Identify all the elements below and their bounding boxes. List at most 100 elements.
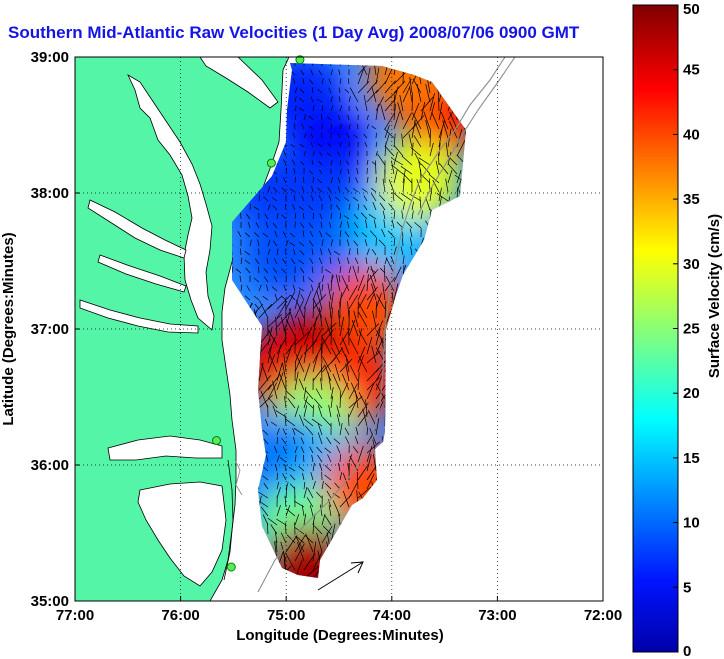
- vector-294: [445, 142, 449, 157]
- vector-819: [312, 316, 317, 337]
- vector-94: [344, 88, 350, 94]
- north-arrow: [317, 561, 364, 591]
- vector-1035: [304, 399, 314, 409]
- vector-523: [319, 230, 323, 238]
- vector-799: [371, 310, 377, 328]
- vector-422: [378, 194, 386, 202]
- vector-37: [318, 70, 323, 76]
- vector-303: [283, 159, 287, 166]
- vector-223: [292, 132, 296, 139]
- vector-531: [387, 230, 395, 238]
- vector-568: [240, 248, 242, 256]
- station-marker-2: [212, 436, 222, 446]
- vector-546: [285, 239, 289, 247]
- vector-343: [392, 165, 404, 175]
- vector-1257: [366, 465, 377, 481]
- vector-988: [375, 373, 384, 391]
- vector-1194: [279, 457, 287, 463]
- vector-1222: [288, 466, 296, 472]
- vector-982: [320, 377, 323, 391]
- vector-420: [363, 195, 368, 202]
- vector-797: [353, 310, 359, 328]
- vector-467: [302, 212, 305, 220]
- vector-1168: [294, 446, 298, 454]
- vector-361: [316, 178, 323, 184]
- vector-480: [420, 210, 423, 220]
- vector-449: [379, 202, 386, 211]
- vector-524: [325, 232, 332, 238]
- vector-435: [253, 206, 260, 211]
- vector-1253: [324, 474, 332, 481]
- vector-769: [347, 301, 350, 319]
- vector-1280: [324, 482, 332, 490]
- vector-876: [332, 337, 341, 355]
- vector-289: [394, 145, 404, 157]
- vector-739: [316, 290, 323, 310]
- vector-526: [344, 231, 350, 238]
- vector-569: [244, 251, 251, 256]
- vector-1437: [280, 532, 287, 544]
- vector-97: [375, 80, 387, 94]
- vector-560: [409, 237, 413, 247]
- vector-633: [339, 266, 342, 274]
- vector-530: [381, 228, 386, 238]
- vector-1302: [285, 486, 288, 499]
- vector-1142: [300, 437, 305, 445]
- vector-43: [373, 63, 377, 76]
- vector-171: [308, 115, 314, 121]
- vector-771: [358, 303, 368, 319]
- vector-1361: [328, 504, 332, 517]
- vector-1307: [326, 490, 332, 499]
- vector-929: [322, 356, 332, 373]
- vector-210: [412, 112, 422, 130]
- vector-549: [309, 240, 314, 247]
- vector-1117: [317, 423, 323, 436]
- vector-172: [320, 114, 323, 121]
- vector-179: [380, 104, 386, 121]
- vector-765: [312, 298, 315, 319]
- vector-895: [267, 344, 273, 364]
- vector-440: [298, 206, 305, 211]
- vector-600: [282, 258, 287, 265]
- vector-737: [303, 290, 312, 310]
- vector-1176: [366, 441, 380, 454]
- vector-465: [281, 214, 287, 220]
- vector-817: [285, 318, 296, 337]
- vector-522: [309, 231, 314, 238]
- vector-371: [402, 172, 413, 184]
- vector-340: [375, 160, 377, 175]
- vector-293: [438, 142, 441, 157]
- vector-1014: [366, 382, 375, 400]
- vector-627: [280, 268, 287, 274]
- vector-582: [366, 248, 370, 256]
- vector-182: [411, 102, 420, 121]
- vector-904: [340, 347, 350, 364]
- vector-528: [361, 232, 368, 238]
- vector-576: [311, 248, 314, 256]
- vector-169: [294, 114, 297, 121]
- vector-382: [267, 185, 271, 193]
- vector-572: [276, 248, 279, 256]
- vector-529: [369, 230, 377, 238]
- vector-595: [240, 257, 243, 265]
- vector-923: [269, 354, 278, 373]
- vector-901: [320, 343, 323, 364]
- vector-880: [375, 337, 384, 355]
- vector-39: [338, 69, 341, 76]
- vector-1414: [313, 525, 323, 535]
- vector-684: [310, 284, 314, 292]
- vector-439: [292, 204, 296, 211]
- vector-102: [412, 78, 422, 94]
- vector-146: [330, 105, 334, 112]
- vector-1033: [287, 398, 296, 409]
- vector-234: [383, 128, 395, 139]
- vector-665: [383, 264, 386, 283]
- vector-144: [312, 105, 315, 112]
- bathymetry-contours: [234, 57, 516, 593]
- vector-986: [357, 372, 360, 391]
- vector-704: [244, 295, 251, 301]
- vector-975: [258, 375, 271, 391]
- vector-474: [360, 212, 368, 220]
- vector-410: [271, 197, 278, 202]
- vector-310: [346, 160, 350, 166]
